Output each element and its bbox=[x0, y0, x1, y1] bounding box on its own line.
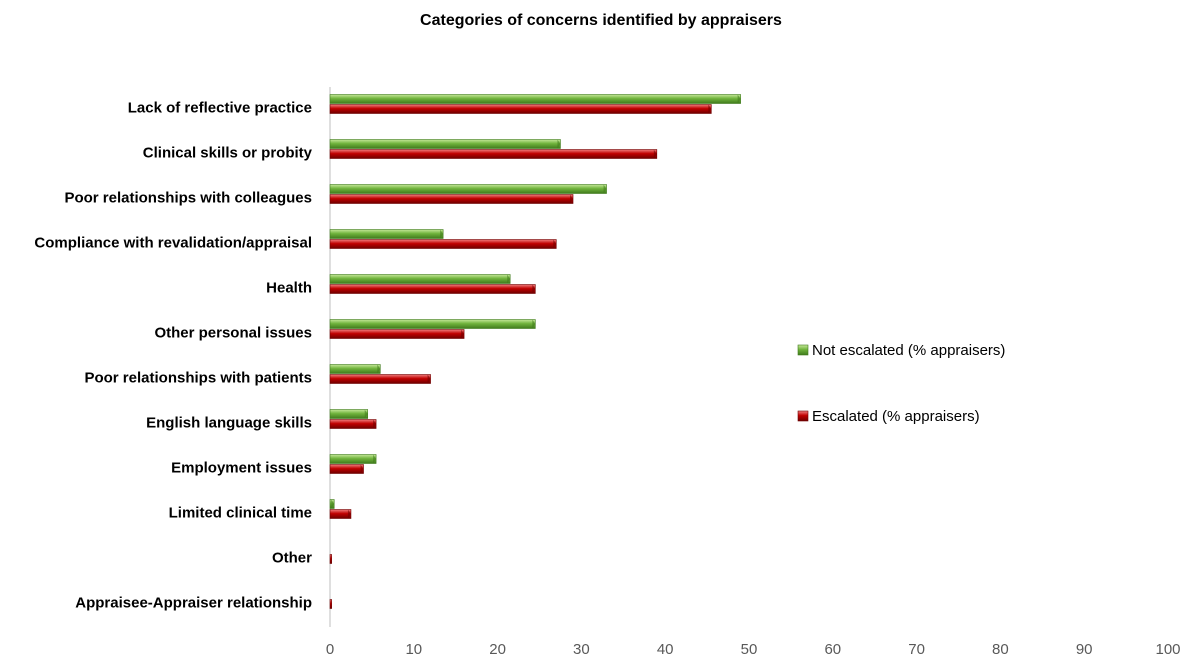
bar-end-cap bbox=[331, 499, 335, 509]
bar-escalated bbox=[329, 419, 377, 429]
bar-end-cap bbox=[440, 229, 444, 239]
bar-not-escalated bbox=[329, 319, 536, 329]
bar-end-cap bbox=[507, 274, 511, 284]
bar-end-cap bbox=[427, 374, 431, 384]
bar-escalated bbox=[329, 509, 352, 519]
bar-escalated bbox=[329, 329, 465, 339]
category-label: Appraisee-Appraiser relationship bbox=[75, 594, 312, 611]
category-label: Other personal issues bbox=[154, 324, 312, 341]
bar-escalated bbox=[329, 464, 364, 474]
bar-end-cap bbox=[603, 184, 607, 194]
bar-end-cap bbox=[347, 509, 351, 519]
category-label: Compliance with revalidation/appraisal bbox=[34, 234, 312, 251]
x-tick-label: 50 bbox=[741, 641, 758, 657]
bar-end-cap bbox=[708, 104, 712, 114]
x-tick-label: 100 bbox=[1155, 641, 1180, 657]
bar-not-escalated bbox=[329, 454, 377, 464]
bar-end-cap bbox=[377, 364, 381, 374]
bar-not-escalated bbox=[329, 364, 381, 374]
plot-area: 0 10 20 30 40 50 60 70 80 90 100 Lack of reflective… bbox=[34, 87, 1181, 657]
bar-end-cap bbox=[373, 419, 377, 429]
bar-end-cap bbox=[360, 464, 364, 474]
legend-label: Not escalated (% appraisers) bbox=[812, 342, 1005, 359]
legend-swatch bbox=[797, 344, 809, 356]
category-label: Clinical skills or probity bbox=[143, 144, 313, 161]
bar-end-cap bbox=[570, 194, 574, 204]
x-tick-label: 0 bbox=[326, 641, 334, 657]
bar-escalated bbox=[329, 239, 557, 249]
bar-escalated bbox=[329, 599, 332, 609]
x-tick-label: 80 bbox=[992, 641, 1009, 657]
bar-end-cap bbox=[737, 94, 741, 104]
bar-end-cap bbox=[557, 139, 561, 149]
bar-escalated bbox=[329, 284, 536, 294]
legend-swatch bbox=[797, 410, 809, 422]
x-tick-label: 20 bbox=[489, 641, 506, 657]
bar-escalated bbox=[329, 194, 574, 204]
category-label: Employment issues bbox=[171, 459, 312, 476]
bar-end-cap bbox=[364, 409, 368, 419]
legend-label: Escalated (% appraisers) bbox=[812, 408, 980, 425]
bar-not-escalated bbox=[329, 94, 741, 104]
bar-not-escalated bbox=[329, 184, 607, 194]
category-label: Poor relationships with colleagues bbox=[64, 189, 312, 206]
x-tick-label: 30 bbox=[573, 641, 590, 657]
legend: Not escalated (% appraisers) Escalated (%… bbox=[797, 342, 1005, 425]
bar-end-cap bbox=[532, 284, 536, 294]
x-tick-label: 70 bbox=[908, 641, 925, 657]
bar-escalated bbox=[329, 374, 431, 384]
bar-not-escalated bbox=[329, 229, 444, 239]
category-label: Other bbox=[272, 549, 312, 566]
x-tick-label: 60 bbox=[824, 641, 841, 657]
bar-end-cap bbox=[532, 319, 536, 329]
chart-title: Categories of concerns identified by app… bbox=[420, 12, 782, 29]
bar-end-cap bbox=[653, 149, 657, 159]
category-label: Lack of reflective practice bbox=[128, 99, 312, 116]
bar-end-cap bbox=[373, 454, 377, 464]
category-label: Poor relationships with patients bbox=[84, 369, 312, 386]
x-tick-label: 40 bbox=[657, 641, 674, 657]
bar-escalated bbox=[329, 149, 658, 159]
category-label: Health bbox=[266, 279, 312, 296]
bar-end-cap bbox=[461, 329, 465, 339]
bar-escalated bbox=[329, 104, 712, 114]
x-tick-label: 90 bbox=[1076, 641, 1093, 657]
bar-not-escalated bbox=[329, 409, 369, 419]
bar-end-cap bbox=[553, 239, 557, 249]
bar-not-escalated bbox=[329, 139, 561, 149]
category-label: English language skills bbox=[146, 414, 312, 431]
category-label: Limited clinical time bbox=[169, 504, 312, 521]
x-tick-label: 10 bbox=[405, 641, 422, 657]
bar-escalated bbox=[329, 554, 332, 564]
bar-not-escalated bbox=[329, 274, 511, 284]
